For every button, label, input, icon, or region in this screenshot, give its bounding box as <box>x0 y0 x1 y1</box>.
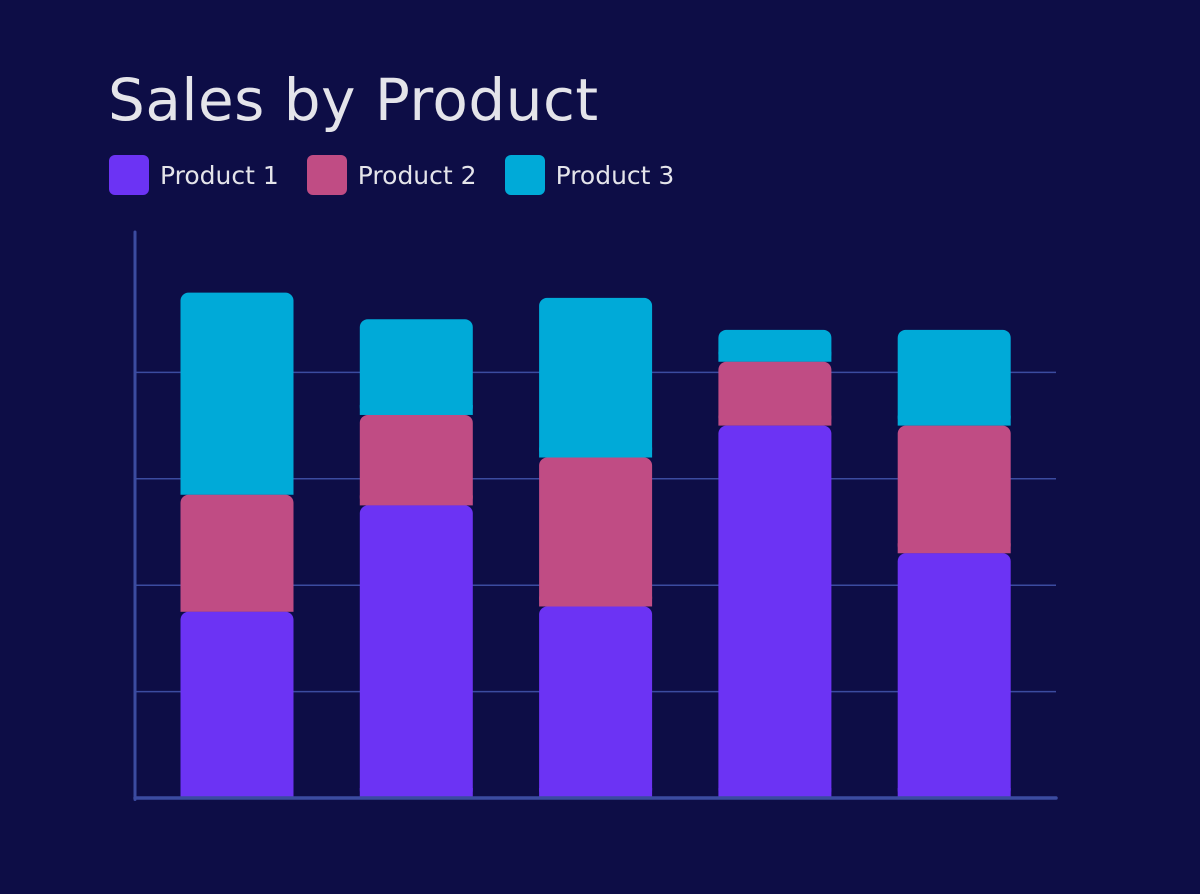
legend-item-product-1: Product 1 <box>109 155 279 195</box>
bar-3-series-3 <box>539 297 653 458</box>
bar-2-series-2 <box>359 414 473 506</box>
legend-label-product-2: Product 2 <box>357 160 477 190</box>
bar-5-series-3 <box>897 329 1011 426</box>
legend-item-product-3: Product 3 <box>504 155 675 195</box>
bar-5-series-3-bottom-fill <box>897 415 1011 426</box>
legend: Product 1 Product 2 Product 3 <box>109 155 702 195</box>
bar-1-series-1 <box>180 611 294 798</box>
bar-3-series-1 <box>539 606 653 798</box>
bar-1-series-3-bottom-fill <box>180 484 294 495</box>
legend-swatch-product-3 <box>504 155 545 195</box>
legend-swatch-product-2 <box>306 155 347 195</box>
bar-2-series-2-bottom-fill <box>359 495 473 506</box>
bar-1-series-1-base-fill <box>180 788 294 798</box>
bar-5-series-2-bottom-fill <box>897 543 1011 554</box>
legend-label-product-1: Product 1 <box>160 160 279 190</box>
bar-1-series-3 <box>180 292 294 495</box>
bar-5-series-1-base-fill <box>897 788 1011 798</box>
bar-5-series-1 <box>897 553 1011 798</box>
legend-label-product-3: Product 3 <box>555 160 675 190</box>
bar-3-series-1-base-fill <box>539 788 653 798</box>
legend-item-product-2: Product 2 <box>306 155 477 195</box>
bar-1-series-2 <box>180 494 294 612</box>
bar-3-series-2-bottom-fill <box>539 596 653 607</box>
chart-title: Sales by Product <box>108 66 599 134</box>
bar-2-series-1 <box>359 505 473 798</box>
bar-4-series-1 <box>718 425 832 798</box>
bar-5-series-2 <box>897 425 1011 554</box>
bar-4-series-3-bottom-fill <box>718 351 832 362</box>
bar-4-series-2-bottom-fill <box>718 415 832 426</box>
bar-2-series-3 <box>359 319 473 415</box>
bar-3-series-2 <box>539 457 653 607</box>
bar-3-series-3-bottom-fill <box>539 447 653 458</box>
bar-4-series-1-base-fill <box>718 788 832 798</box>
bar-2-series-3-bottom-fill <box>359 404 473 415</box>
legend-swatch-product-1 <box>109 155 149 195</box>
bar-4-series-2 <box>718 361 832 426</box>
bar-1-series-2-bottom-fill <box>180 601 294 612</box>
bar-2-series-1-base-fill <box>359 788 473 798</box>
